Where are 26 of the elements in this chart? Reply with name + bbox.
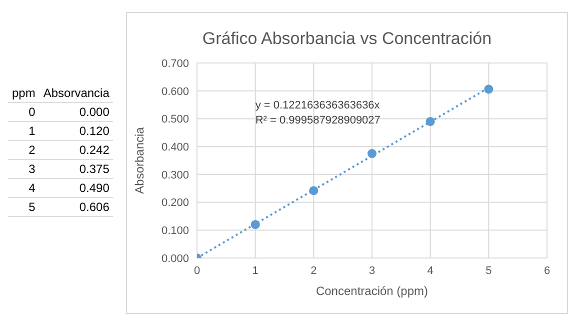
y-axis-title: Absorbancia [132,126,146,194]
annotation: y = 0.122163636363636x [255,99,380,112]
y-tick-label: 0.600 [161,86,189,98]
x-tick-label: 4 [427,264,434,277]
y-tick-label: 0.400 [161,141,189,154]
x-axis-title: Concentración (ppm) [316,284,428,298]
point [426,116,435,126]
point [309,186,318,196]
y-tick-label: 0.500 [161,114,189,126]
point [250,220,260,230]
y-tick-label: 0.200 [161,197,189,210]
point [484,84,494,94]
data-table: ppm Absorvancia 0 0.000 1 0.120 2 0.242 3 0.375 4 0.490 5 0.606 [8,84,114,217]
point [367,149,377,158]
x-tick-label: 0 [194,264,200,277]
y-tick-label: 0.000 [161,252,189,265]
y-tick-label: 0.100 [161,225,189,238]
x-tick-label: 6 [544,264,550,277]
x-tick-label: 1 [252,264,258,277]
x-tick-label: 2 [310,264,317,277]
x-tick-label: 5 [486,264,492,277]
y-tick-label: 0.700 [161,58,189,70]
x-tick-label: 3 [368,264,376,277]
chart-title: Gráfico Absorbancia vs Concentración [201,29,493,49]
y-tick-label: 0.300 [161,169,189,182]
annotation: R² = 0.999587928909027 [255,114,380,126]
